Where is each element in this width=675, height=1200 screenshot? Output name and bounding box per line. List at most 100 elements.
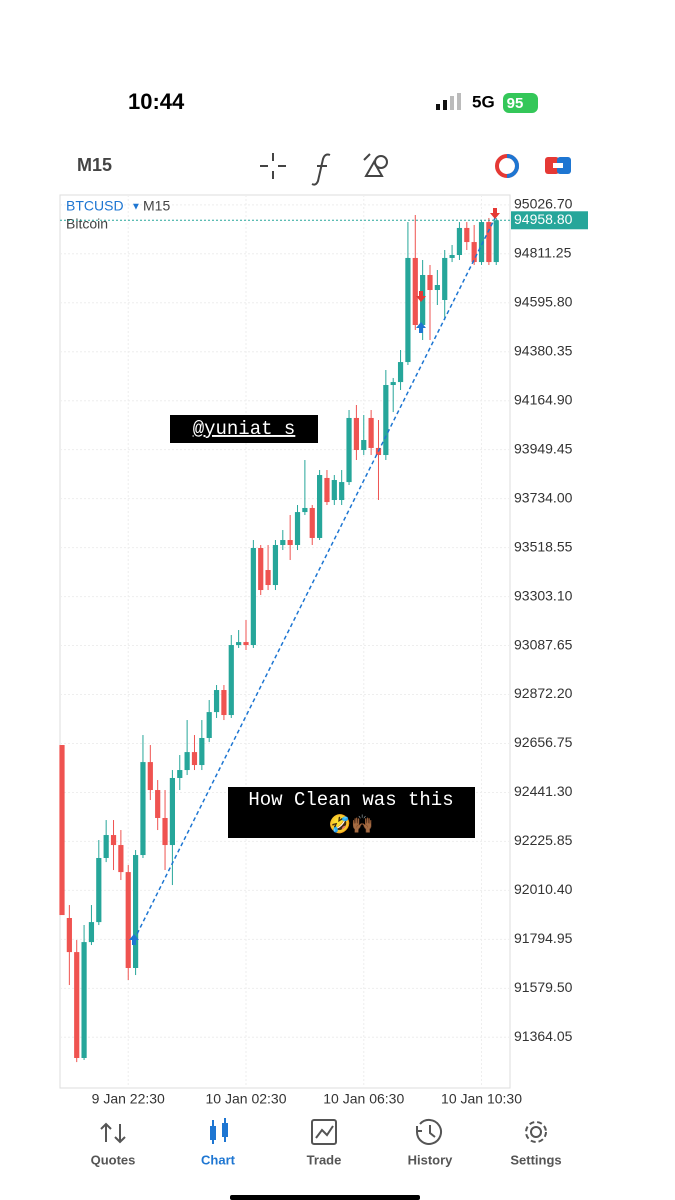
nav-label[interactable]: Chart: [201, 1152, 236, 1167]
indicator-icon[interactable]: [311, 153, 331, 186]
candle-body: [236, 642, 242, 646]
y-tick-label: 94595.80: [514, 293, 573, 309]
candle-body: [309, 507, 315, 538]
nav-label[interactable]: History: [408, 1152, 454, 1167]
candle-body: [133, 855, 139, 968]
candle-body: [368, 417, 374, 448]
candle-body: [88, 922, 95, 943]
y-tick-label: 92225.85: [514, 832, 573, 848]
candle-body: [346, 417, 352, 483]
candle-body: [397, 362, 404, 383]
candle-body: [464, 227, 470, 243]
candle-body: [280, 540, 286, 546]
y-tick-label: 92656.75: [514, 734, 573, 750]
candle-body: [110, 835, 117, 846]
candle-body: [206, 712, 212, 738]
y-tick-label: 93087.65: [514, 636, 573, 652]
y-tick-label: 93949.45: [514, 440, 573, 456]
candle-body: [339, 482, 345, 501]
candle-body: [81, 942, 87, 1058]
caption-box: [228, 787, 475, 838]
candle-body: [213, 690, 220, 713]
quotes-icon[interactable]: [100, 1122, 126, 1144]
nav-label[interactable]: Quotes: [91, 1152, 136, 1167]
crosshair-icon[interactable]: [260, 153, 286, 179]
candle-body: [478, 222, 485, 263]
symbol[interactable]: BTCUSD: [66, 198, 124, 214]
battery-level: 95: [507, 95, 524, 112]
timeframe-button[interactable]: M15: [77, 155, 112, 175]
candle-body: [162, 817, 168, 846]
symbol-description: Bitcoin: [66, 216, 108, 232]
candle-body: [272, 545, 279, 586]
nav-label[interactable]: Trade: [307, 1152, 342, 1167]
candle-body: [140, 762, 146, 856]
candle-body: [353, 417, 359, 451]
candle-body: [294, 512, 301, 546]
candle-body: [390, 382, 396, 386]
candle-body: [66, 917, 72, 953]
sell-arrow: [490, 208, 500, 219]
history-icon[interactable]: [416, 1118, 442, 1145]
candle-body: [228, 645, 234, 716]
y-tick-label: 91579.50: [514, 979, 573, 995]
network: 5G: [472, 92, 495, 111]
candle-body: [221, 690, 227, 716]
buy-arrow: [129, 934, 139, 945]
sticker-text: @yuniat_s: [193, 418, 296, 440]
y-tick-label: 94380.35: [514, 342, 573, 358]
caption-emoji: 🤣🙌🏾: [328, 813, 374, 836]
plot-frame: [59, 194, 511, 1089]
x-tick-label: 10 Jan 10:30: [441, 1091, 522, 1107]
settings-icon[interactable]: [525, 1121, 547, 1143]
candle-body: [456, 227, 463, 256]
caption-text: How Clean was this: [248, 789, 453, 811]
candle-body: [317, 475, 323, 538]
candle-body: [265, 570, 271, 586]
candle-body: [243, 642, 249, 646]
y-tick-label: 93303.10: [514, 587, 573, 603]
candle-body: [184, 752, 190, 771]
nav-label[interactable]: Settings: [510, 1152, 561, 1167]
signal: [436, 93, 461, 110]
sell-arrow: [416, 291, 426, 302]
y-tick-label: 92010.40: [514, 881, 573, 897]
y-tick-label: 93734.00: [514, 489, 573, 505]
home-indicator: [230, 1195, 420, 1200]
candle-body: [471, 242, 477, 263]
y-tick-label: 92872.20: [514, 685, 573, 701]
candle-body: [287, 540, 293, 546]
candle-body: [96, 857, 102, 923]
candle-body: [427, 275, 433, 291]
candle-body: [405, 257, 411, 363]
trade-icon[interactable]: [545, 157, 571, 174]
sticker: [170, 415, 318, 443]
symbol-dropdown[interactable]: ▼: [131, 202, 141, 213]
candle-body: [177, 770, 183, 778]
clock: 10:44: [128, 89, 185, 114]
price-tag: [511, 211, 588, 230]
candle-body: [103, 835, 109, 858]
candle-body: [442, 257, 448, 301]
y-tick-label: 94811.25: [514, 245, 572, 261]
candle-body: [324, 477, 330, 503]
objects-icon[interactable]: [363, 153, 388, 177]
candle-body: [449, 255, 455, 258]
candle-body: [493, 220, 499, 263]
x-tick-label: 10 Jan 06:30: [323, 1091, 404, 1107]
account-icon[interactable]: [495, 154, 519, 178]
candle-body: [155, 790, 161, 818]
chart-timeframe: M15: [143, 198, 170, 214]
candle-body: [302, 507, 308, 513]
y-tick-label: 91364.05: [514, 1028, 573, 1044]
candle-body: [331, 480, 337, 501]
trend-line: [133, 217, 496, 941]
x-tick-label: 9 Jan 22:30: [92, 1091, 165, 1107]
y-tick-label: 95026.70: [514, 196, 573, 212]
chart-icon[interactable]: [210, 1118, 228, 1144]
candle-body: [74, 952, 80, 1058]
trade-nav-icon[interactable]: [311, 1119, 337, 1145]
